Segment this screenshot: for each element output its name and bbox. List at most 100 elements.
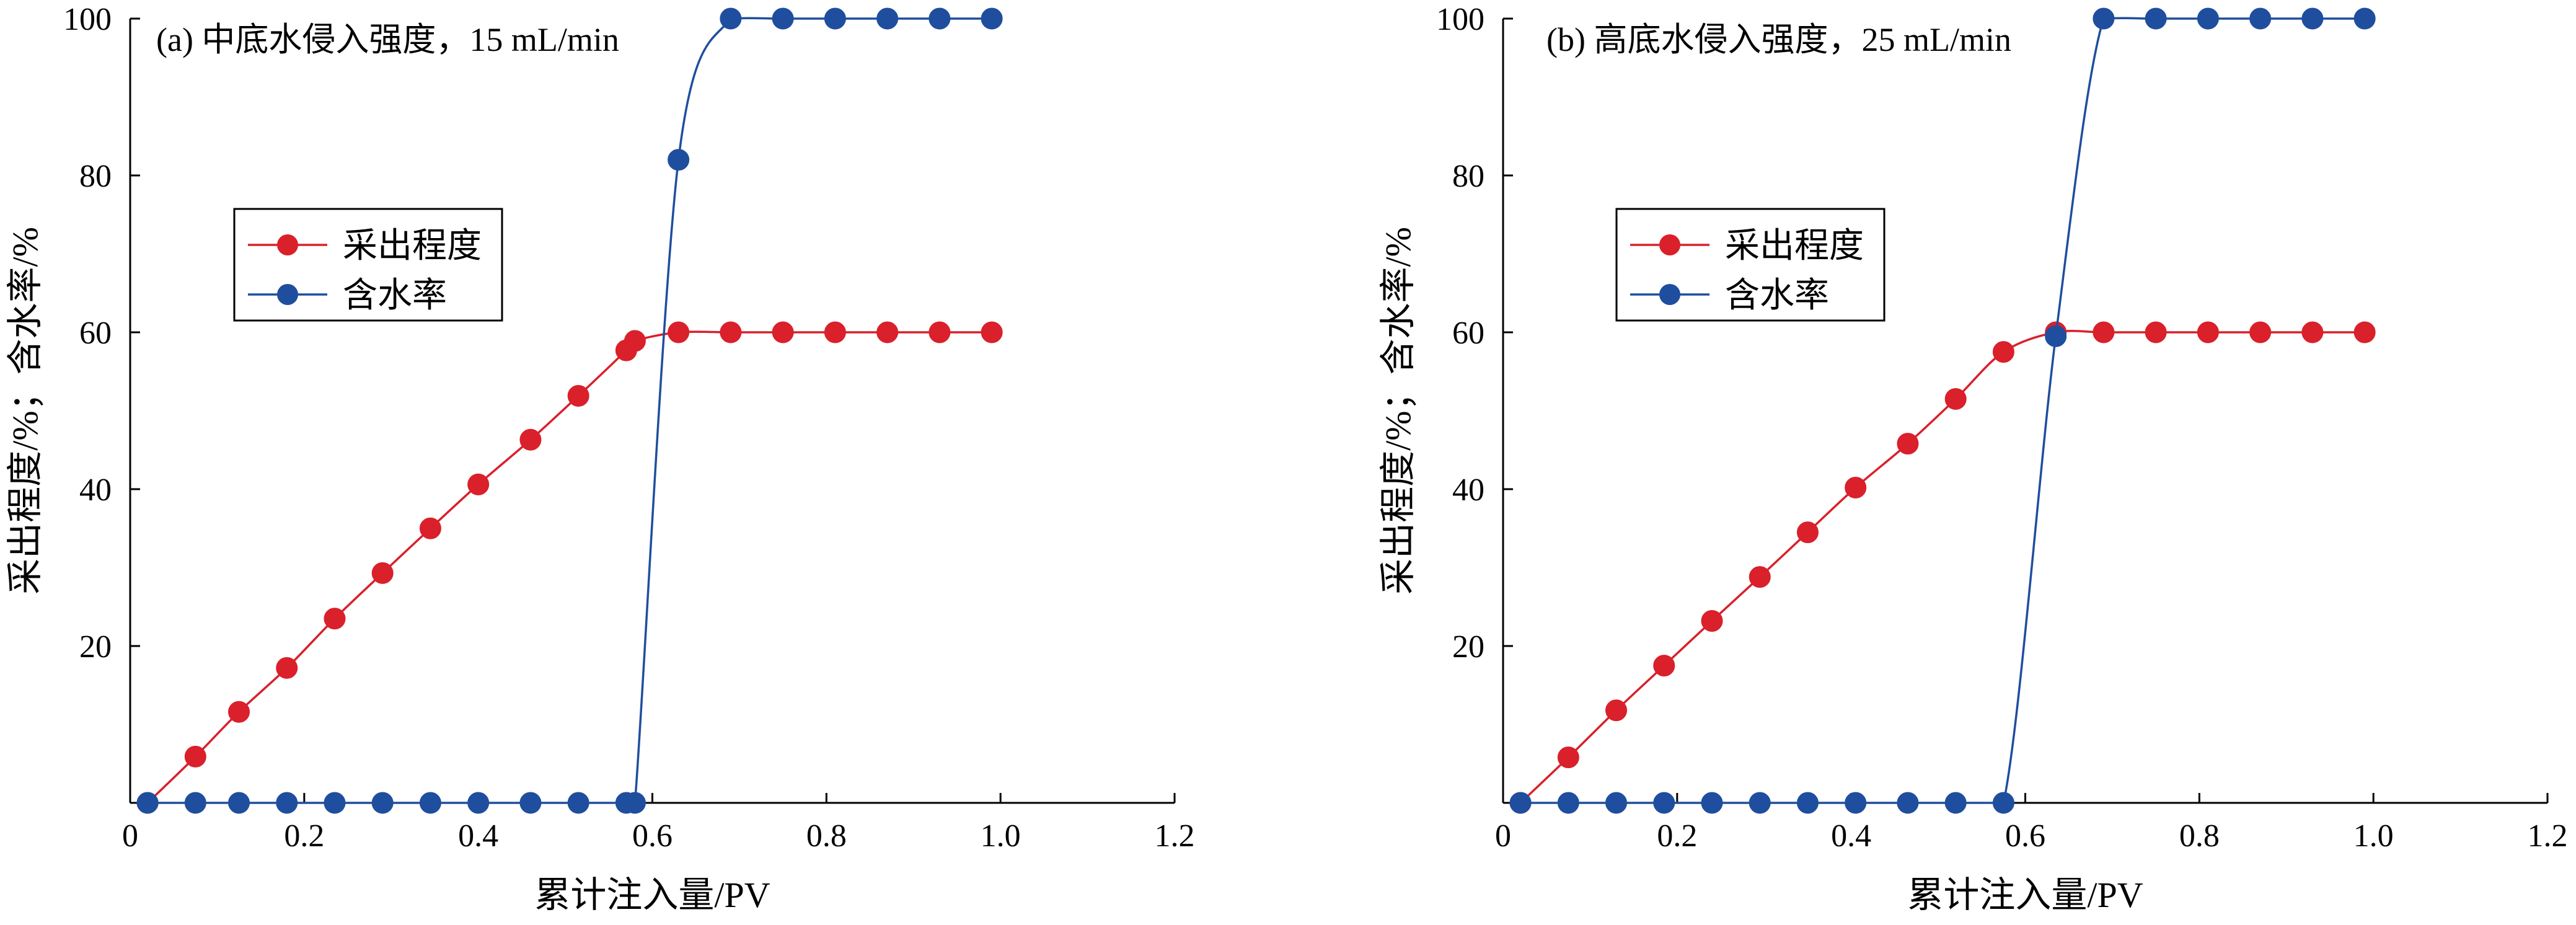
legend-swatch-marker xyxy=(277,284,298,305)
data-point-recovery xyxy=(184,745,206,768)
data-point-water-cut xyxy=(824,7,846,30)
data-point-water-cut xyxy=(981,7,1003,30)
data-point-water-cut xyxy=(2353,7,2376,30)
data-point-recovery xyxy=(419,517,441,539)
x-axis-title: 累计注入量/PV xyxy=(534,875,770,915)
data-point-water-cut xyxy=(720,7,742,30)
x-tick-label: 0.8 xyxy=(806,818,847,854)
y-tick-label: 40 xyxy=(1452,472,1484,508)
data-point-recovery xyxy=(276,657,298,679)
data-point-water-cut xyxy=(624,792,646,814)
legend-swatch-marker xyxy=(1659,284,1680,305)
data-point-recovery xyxy=(324,608,346,630)
data-point-recovery xyxy=(1944,388,1967,410)
data-point-water-cut xyxy=(276,792,298,814)
x-tick-label: 1.0 xyxy=(981,818,1021,854)
data-point-water-cut xyxy=(2249,7,2272,30)
data-point-recovery xyxy=(567,384,589,407)
y-tick-label: 40 xyxy=(79,472,112,508)
data-point-recovery xyxy=(1653,655,1675,677)
data-point-recovery xyxy=(2301,321,2324,343)
data-point-water-cut xyxy=(467,792,490,814)
y-tick-label: 80 xyxy=(1452,159,1484,194)
data-point-water-cut xyxy=(1509,792,1532,814)
data-point-recovery xyxy=(929,321,951,343)
data-point-recovery xyxy=(1992,341,2014,363)
data-point-water-cut xyxy=(1557,792,1579,814)
x-tick-label: 0.6 xyxy=(632,818,673,854)
y-tick-label: 20 xyxy=(1452,629,1484,665)
data-point-water-cut xyxy=(228,792,250,814)
chart-title: (a) 中底水侵入强度，15 mL/min xyxy=(156,21,619,58)
y-tick-label: 60 xyxy=(79,316,112,351)
data-point-water-cut xyxy=(1749,792,1771,814)
x-tick-label: 0.8 xyxy=(2179,818,2220,854)
data-point-recovery xyxy=(1796,521,1819,544)
x-tick-label: 1.2 xyxy=(2528,818,2568,854)
data-point-recovery xyxy=(1557,746,1579,769)
x-tick-label: 0 xyxy=(122,818,138,854)
data-point-water-cut xyxy=(1796,792,1819,814)
x-axis-title: 累计注入量/PV xyxy=(1907,875,2143,915)
data-point-recovery xyxy=(1605,699,1628,722)
data-point-recovery xyxy=(1845,476,1867,498)
y-axis-title: 采出程度/%；含水率/% xyxy=(5,227,45,595)
data-point-recovery xyxy=(720,321,742,343)
chart-title: (b) 高底水侵入强度，25 mL/min xyxy=(1546,21,2011,58)
data-point-water-cut xyxy=(1701,792,1723,814)
data-point-water-cut xyxy=(136,792,159,814)
legend-label: 含水率 xyxy=(343,277,447,315)
data-point-water-cut xyxy=(324,792,346,814)
legend-box xyxy=(1615,208,1886,322)
series-line-recovery xyxy=(146,330,992,804)
y-tick-label: 80 xyxy=(79,159,112,194)
data-point-water-cut xyxy=(567,792,589,814)
data-point-recovery xyxy=(371,562,394,584)
legend-swatch-marker xyxy=(1659,234,1680,255)
data-point-recovery xyxy=(1701,610,1723,632)
legend-box xyxy=(233,208,503,322)
data-point-recovery xyxy=(467,473,490,495)
data-point-water-cut xyxy=(1897,792,1919,814)
y-tick-label: 100 xyxy=(1436,2,1484,37)
x-tick-label: 1.0 xyxy=(2353,818,2394,854)
data-point-water-cut xyxy=(772,7,794,30)
chart-panel-1: 0 0.2 0.4 0.6 0.8 1.0 1.2 20 40 60 80 100 累计注入量/PV 采出… xyxy=(1378,2,2568,915)
y-tick-label: 20 xyxy=(79,629,112,665)
legend-label: 采出程度 xyxy=(1725,227,1864,265)
data-point-water-cut xyxy=(184,792,206,814)
x-tick-label: 0 xyxy=(1495,818,1511,854)
data-point-recovery xyxy=(1897,433,1919,455)
x-tick-label: 0.4 xyxy=(1831,818,1871,854)
data-point-recovery xyxy=(668,321,690,343)
data-point-recovery xyxy=(824,321,846,343)
data-point-recovery xyxy=(2093,321,2115,343)
y-tick-label: 100 xyxy=(63,2,112,37)
x-tick-label: 0.6 xyxy=(2005,818,2045,854)
data-point-water-cut xyxy=(1605,792,1628,814)
y-tick-label: 60 xyxy=(1452,316,1484,351)
y-axis-title: 采出程度/%；含水率/% xyxy=(1378,227,1418,595)
data-point-water-cut xyxy=(929,7,951,30)
data-point-water-cut xyxy=(2145,7,2167,30)
chart-panel-0: 0 0.2 0.4 0.6 0.8 1.0 1.2 20 40 60 80 100 累计注入量/PV 采出… xyxy=(5,2,1195,915)
data-point-recovery xyxy=(876,321,899,343)
data-point-water-cut xyxy=(371,792,394,814)
data-point-recovery xyxy=(228,701,250,723)
data-point-recovery xyxy=(1749,566,1771,588)
data-point-water-cut xyxy=(2301,7,2324,30)
data-point-recovery xyxy=(981,321,1003,343)
x-tick-label: 0.2 xyxy=(284,818,324,854)
data-point-recovery xyxy=(2145,321,2167,343)
data-point-water-cut xyxy=(2045,325,2067,347)
data-point-recovery xyxy=(772,321,794,343)
data-point-water-cut xyxy=(668,149,690,171)
data-point-water-cut xyxy=(419,792,441,814)
data-point-recovery xyxy=(519,428,542,451)
data-point-recovery xyxy=(2197,321,2219,343)
data-point-recovery xyxy=(624,330,646,352)
data-point-water-cut xyxy=(876,7,899,30)
x-tick-label: 0.2 xyxy=(1657,818,1697,854)
